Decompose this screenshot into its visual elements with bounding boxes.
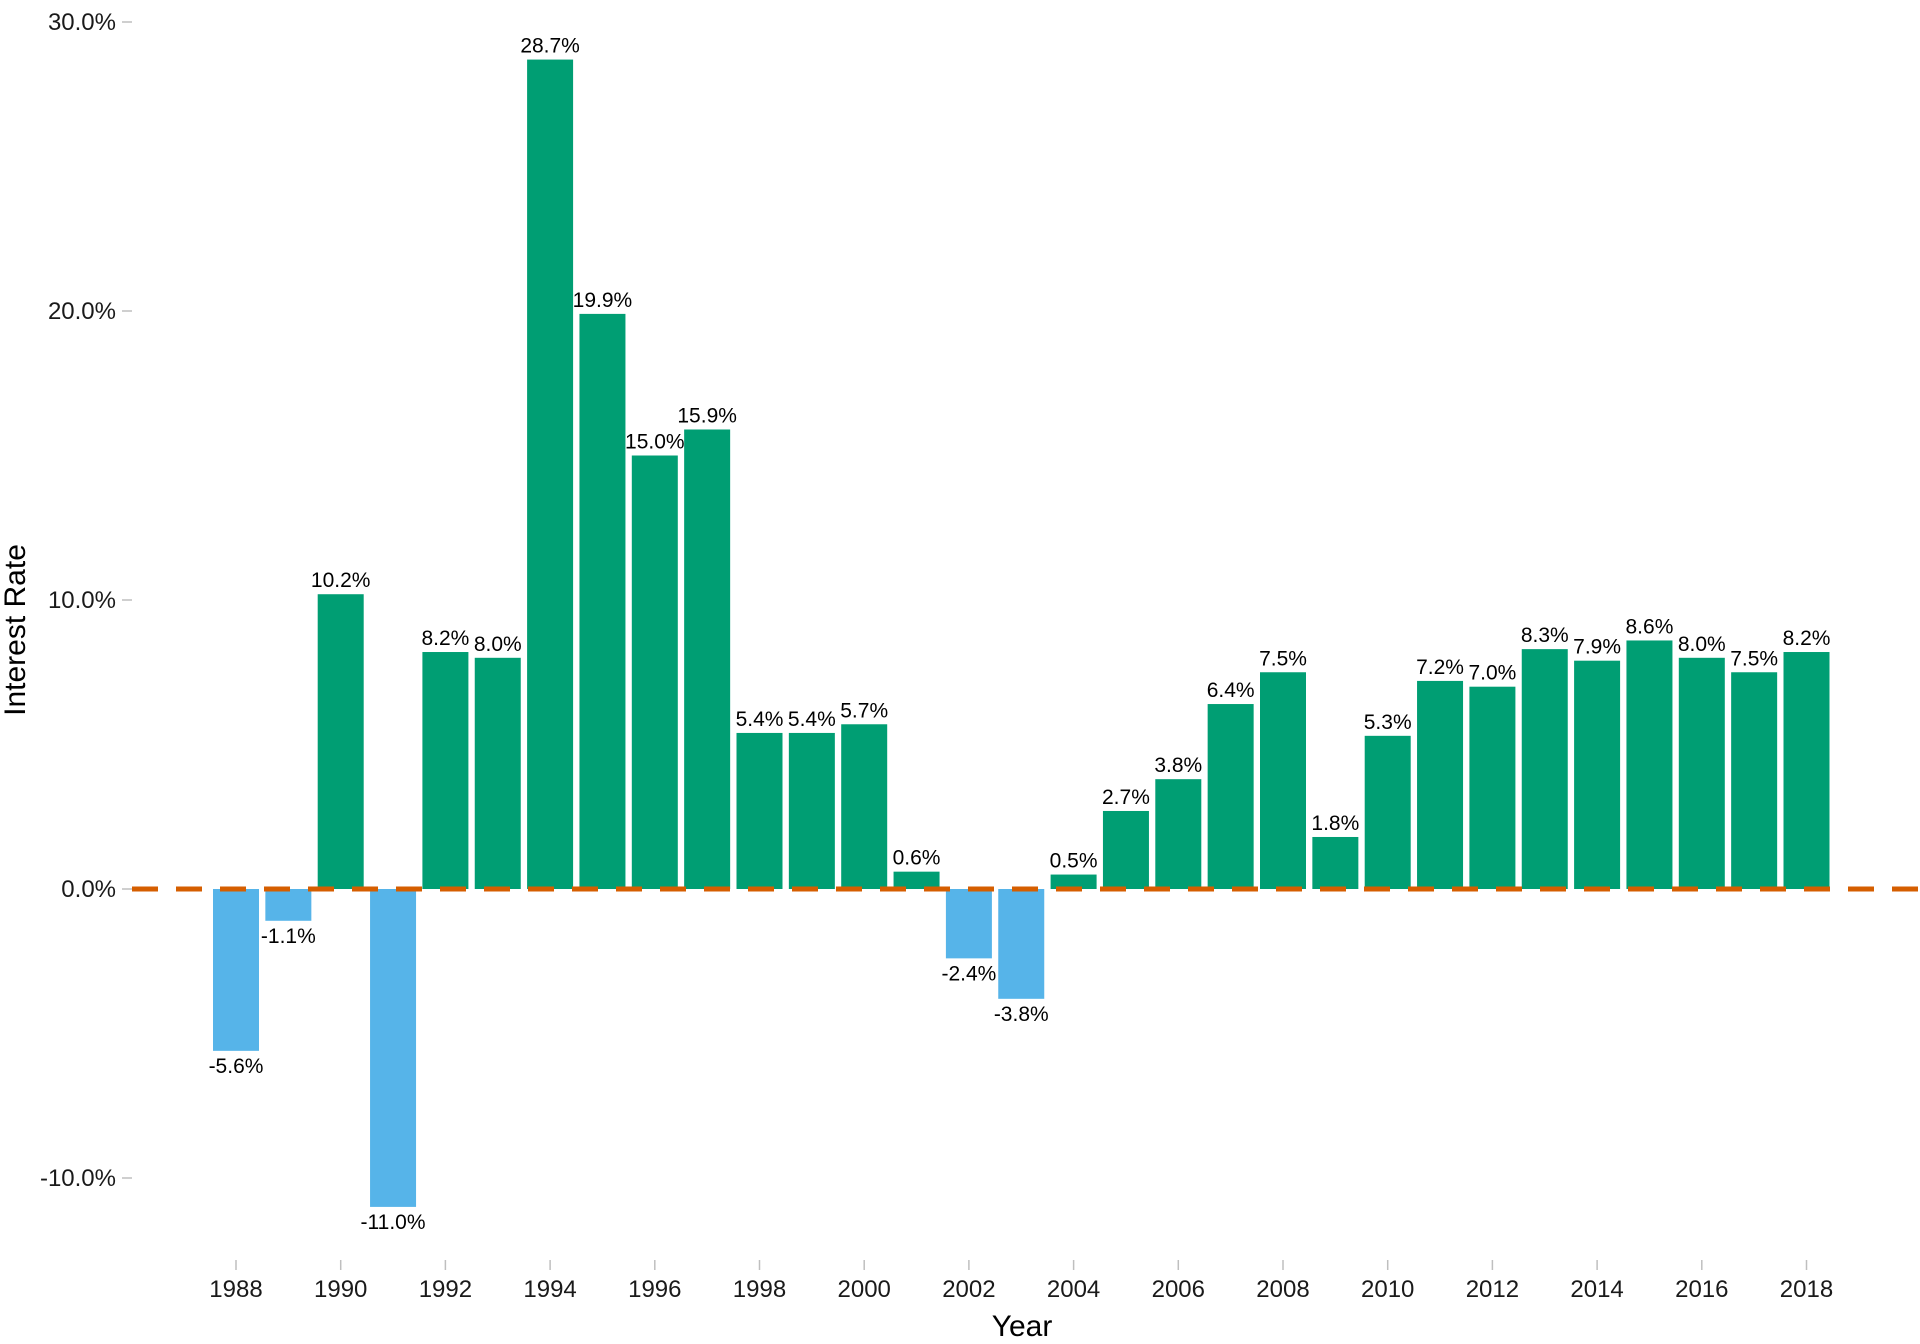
bar [1050, 874, 1097, 889]
data-labels: -5.6%-1.1%10.2%-11.0%8.2% 8.0%28.7%19.9%1… [209, 35, 1831, 1234]
data-label: 8.0% [474, 633, 522, 656]
data-label: 8.2% [421, 627, 469, 650]
data-label: 7.9% [1573, 636, 1621, 659]
data-label: 6.4% [1207, 679, 1255, 702]
bar [1102, 810, 1149, 889]
data-label: 8.2% [1783, 627, 1831, 650]
bar [841, 724, 888, 889]
x-tick-label: 2002 [942, 1276, 995, 1303]
data-label: 5.3% [1364, 711, 1412, 734]
bar [265, 889, 312, 921]
y-tick-label: 20.0% [48, 298, 116, 325]
x-tick-label: 1998 [733, 1276, 786, 1303]
y-tick-label: -10.0% [40, 1165, 116, 1192]
bar [893, 871, 940, 889]
data-label: 1.8% [1311, 812, 1359, 835]
bar [998, 889, 1045, 999]
bar [1678, 657, 1725, 889]
x-tick-label: 2014 [1570, 1276, 1623, 1303]
bar [474, 657, 521, 889]
bar [1155, 779, 1202, 889]
x-tick-label: 1992 [419, 1276, 472, 1303]
data-label: 7.0% [1468, 662, 1516, 685]
x-tick-label: 1988 [209, 1276, 262, 1303]
data-label: 15.0% [625, 431, 685, 454]
y-tick-label: 0.0% [61, 876, 116, 903]
bar [1783, 652, 1830, 889]
bar [945, 889, 992, 959]
data-label: 5.7% [840, 699, 888, 722]
y-axis: -10.0% 0.0% 10.0% 20.0% 30.0% [40, 9, 132, 1192]
x-tick-label: 2000 [838, 1276, 891, 1303]
bar [579, 313, 626, 889]
bar [788, 732, 835, 889]
data-label: -2.4% [941, 962, 996, 985]
x-tick-label: 1990 [314, 1276, 367, 1303]
y-tick-label: 30.0% [48, 9, 116, 36]
bar [527, 59, 574, 889]
bar [213, 889, 259, 1051]
bar [370, 889, 417, 1207]
bar [317, 594, 364, 889]
bar [1364, 735, 1411, 889]
data-label: 10.2% [311, 569, 371, 592]
data-label: 19.9% [573, 289, 633, 312]
data-label: 8.0% [1678, 633, 1726, 656]
x-tick-label: 2010 [1361, 1276, 1414, 1303]
bar [1626, 640, 1673, 889]
data-label: 7.5% [1730, 647, 1778, 670]
x-tick-label: 2008 [1256, 1276, 1309, 1303]
data-label: 0.6% [893, 847, 941, 870]
bar [1731, 672, 1778, 889]
data-label: 15.9% [677, 404, 737, 427]
bar [631, 455, 678, 889]
bar [422, 652, 469, 889]
bar [1417, 680, 1464, 889]
y-axis-title: Interest Rate [0, 544, 32, 716]
data-label: 5.4% [788, 708, 836, 731]
data-label: 5.4% [736, 708, 784, 731]
bar [1207, 704, 1254, 889]
y-tick-label: 10.0% [48, 587, 116, 614]
bars [213, 59, 1830, 1207]
data-label: 7.2% [1416, 656, 1464, 679]
x-tick-label: 2004 [1047, 1276, 1100, 1303]
x-tick-label: 2016 [1675, 1276, 1728, 1303]
x-tick-label: 2006 [1152, 1276, 1205, 1303]
x-tick-label: 1994 [523, 1276, 576, 1303]
x-tick-label: 2012 [1466, 1276, 1519, 1303]
bar [1312, 836, 1359, 889]
bar [1521, 649, 1568, 889]
data-label: -3.8% [994, 1003, 1049, 1026]
data-label: -11.0% [361, 1211, 426, 1234]
x-tick-label: 1996 [628, 1276, 681, 1303]
data-label: 8.3% [1521, 624, 1569, 647]
data-label: -1.1% [261, 925, 316, 948]
bar [1469, 686, 1516, 889]
data-label: 0.5% [1050, 850, 1098, 873]
bar [736, 732, 783, 889]
data-label: 7.5% [1259, 647, 1307, 670]
bar [1260, 672, 1306, 889]
bar [1574, 660, 1621, 889]
data-label: 8.6% [1626, 615, 1674, 638]
data-label: -5.6% [209, 1055, 264, 1078]
bar [684, 429, 731, 889]
x-tick-label: 2018 [1780, 1276, 1833, 1303]
x-axis: 1988 1990 1992 1994 1996 1998 2000 2002 2004 2006… [209, 1260, 1833, 1303]
data-label: 3.8% [1154, 754, 1202, 777]
data-label: 28.7% [520, 35, 580, 58]
x-axis-title: Year [992, 1310, 1053, 1343]
data-label: 2.7% [1102, 786, 1150, 809]
